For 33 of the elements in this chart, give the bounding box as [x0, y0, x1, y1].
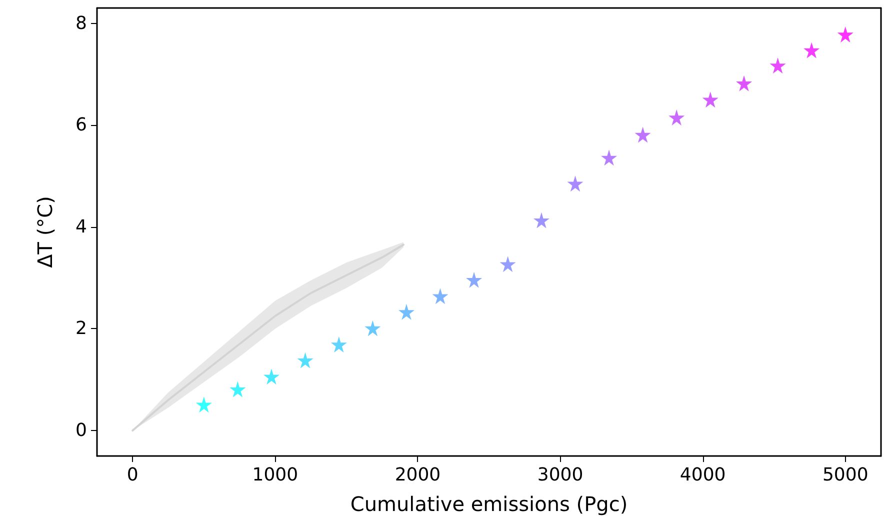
point: [196, 396, 212, 413]
point: [230, 381, 246, 398]
point: [702, 92, 718, 108]
point: [804, 42, 820, 58]
x-axis-title: Cumulative emissions (Pgc): [350, 492, 628, 516]
x-tick-label: 3000: [537, 464, 584, 486]
point: [601, 150, 618, 166]
point: [533, 212, 550, 228]
y-tick-label: 0: [76, 420, 87, 442]
point: [466, 272, 482, 288]
point: [770, 58, 786, 74]
point: [398, 304, 414, 320]
point: [837, 26, 854, 42]
x-tick-label: 4000: [680, 464, 726, 486]
point: [297, 352, 314, 368]
point: [736, 75, 752, 92]
point: [634, 126, 651, 143]
point: [567, 176, 584, 192]
y-tick-label: 6: [76, 114, 87, 136]
point: [500, 256, 516, 272]
point: [263, 368, 280, 385]
y-axis-title: ΔT (°C): [33, 196, 57, 268]
point: [668, 109, 685, 126]
x-tick-label: 2000: [394, 464, 441, 486]
y-tick-label: 2: [76, 318, 87, 340]
x-tick-label: 1000: [252, 464, 298, 486]
x-tick-label: 5000: [822, 464, 868, 486]
y-tick-label: 4: [76, 216, 87, 238]
point: [364, 320, 381, 336]
point: [330, 336, 347, 353]
point: [432, 288, 448, 304]
x-tick-label: 0: [126, 464, 138, 486]
y-tick-label: 8: [76, 12, 87, 34]
